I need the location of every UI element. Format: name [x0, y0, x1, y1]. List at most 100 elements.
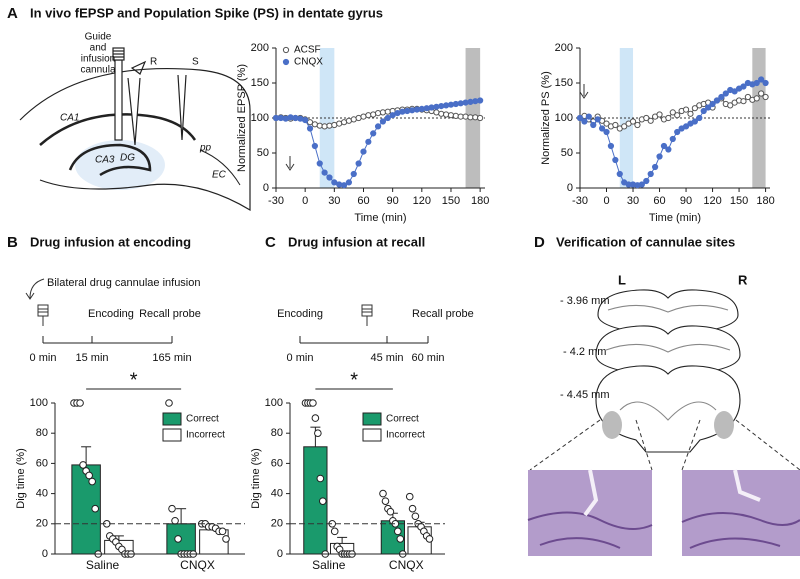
- data-point: [309, 399, 317, 407]
- side-label: L: [618, 272, 626, 287]
- panel-title: In vivo fEPSP and Population Spike (PS) …: [30, 5, 383, 20]
- time-label: 0 min: [30, 352, 57, 364]
- data-point: [758, 90, 765, 97]
- data-point: [165, 399, 173, 407]
- data-point: [643, 114, 650, 122]
- x-tick-label: 120: [413, 195, 431, 207]
- time-label: 60 min: [411, 352, 444, 364]
- region-label: pp: [199, 143, 212, 154]
- brain-sections: [595, 289, 741, 453]
- data-point: [218, 527, 227, 536]
- x-tick-label: 150: [730, 195, 748, 207]
- data-point: [603, 120, 610, 127]
- data-point: [302, 117, 309, 124]
- data-point: [669, 135, 676, 143]
- data-point: [381, 497, 390, 505]
- x-tick-label: 180: [471, 195, 489, 207]
- data-point: [462, 99, 469, 106]
- data-point: [321, 123, 328, 130]
- data-point: [321, 169, 328, 176]
- data-point: [700, 107, 707, 115]
- data-point: [629, 118, 637, 125]
- panel-label: D: [534, 234, 545, 251]
- data-point: [396, 535, 405, 543]
- y-tick-label: 60: [271, 457, 283, 469]
- y-tick-label: 50: [257, 147, 269, 159]
- x-tick-label: 30: [328, 195, 340, 207]
- y-tick-label: 0: [263, 182, 269, 194]
- data-point: [384, 114, 391, 122]
- x-tick-label: CNQX: [389, 558, 424, 572]
- region-label: CA1: [60, 113, 79, 124]
- x-tick-label: 0: [603, 195, 609, 207]
- y-tick-label: 0: [567, 182, 573, 194]
- data-point: [590, 121, 597, 129]
- data-point: [433, 103, 440, 110]
- x-tick-label: 60: [653, 195, 665, 207]
- data-point: [425, 535, 434, 543]
- data-point: [287, 114, 294, 121]
- data-point: [674, 112, 681, 119]
- data-point: [753, 95, 760, 102]
- time-label: 0 min: [287, 352, 314, 364]
- cannula-label: and: [90, 43, 107, 54]
- data-point: [399, 108, 406, 115]
- x-tick-label: 90: [680, 195, 692, 207]
- panel-title: Verification of cannulae sites: [556, 234, 735, 249]
- y-tick-label: 0: [277, 548, 283, 560]
- data-point: [76, 399, 84, 407]
- y-tick-label: 100: [265, 397, 283, 409]
- y-axis-title: Normalized PS (%): [540, 71, 552, 165]
- data-point: [306, 125, 314, 132]
- data-point: [603, 128, 610, 136]
- data-point: [643, 177, 650, 185]
- y-tick-label: 20: [271, 518, 283, 530]
- legend-swatch: [362, 428, 382, 442]
- y-tick-label: 100: [555, 112, 573, 124]
- data-point: [443, 111, 450, 118]
- y-tick-label: 150: [555, 77, 573, 89]
- data-point: [447, 112, 455, 119]
- data-point: [355, 160, 362, 167]
- significance-label: *: [130, 369, 138, 391]
- electrode-label: R: [150, 57, 157, 68]
- data-point: [647, 170, 654, 178]
- x-axis-title: Time (min): [649, 212, 701, 224]
- event-label: Encoding: [277, 308, 323, 320]
- data-point: [462, 113, 469, 120]
- cannula-label: infusion: [81, 54, 115, 65]
- cannula-icon: [37, 304, 49, 326]
- data-point: [467, 98, 474, 106]
- data-point: [443, 102, 450, 109]
- data-point: [408, 107, 416, 114]
- x-tick-label: CNQX: [180, 558, 215, 572]
- data-point: [85, 471, 93, 480]
- shaded-band: [319, 48, 335, 188]
- region-label: EC: [212, 170, 227, 181]
- data-point: [394, 527, 402, 536]
- legend-swatch: [162, 428, 182, 442]
- data-point: [345, 179, 353, 186]
- data-point: [669, 109, 676, 116]
- data-point: [314, 429, 322, 438]
- data-point: [727, 102, 734, 109]
- region-label: DG: [120, 153, 135, 164]
- data-point: [722, 90, 729, 97]
- x-tick-label: -30: [268, 195, 284, 207]
- cannula-label: cannula: [80, 65, 115, 76]
- x-tick-label: 30: [627, 195, 639, 207]
- legend-label: Incorrect: [386, 430, 425, 441]
- data-point: [687, 110, 694, 117]
- data-point: [365, 138, 372, 145]
- x-tick-label: 180: [756, 195, 774, 207]
- data-point: [350, 170, 357, 178]
- side-label: R: [738, 272, 748, 287]
- data-point: [374, 123, 382, 130]
- data-point: [758, 76, 765, 83]
- panel-label: B: [7, 234, 18, 251]
- level-label: - 4.45 mm: [560, 389, 610, 401]
- data-point: [762, 93, 769, 101]
- data-point: [447, 101, 455, 108]
- y-tick-label: 150: [251, 77, 269, 89]
- data-point: [616, 170, 623, 178]
